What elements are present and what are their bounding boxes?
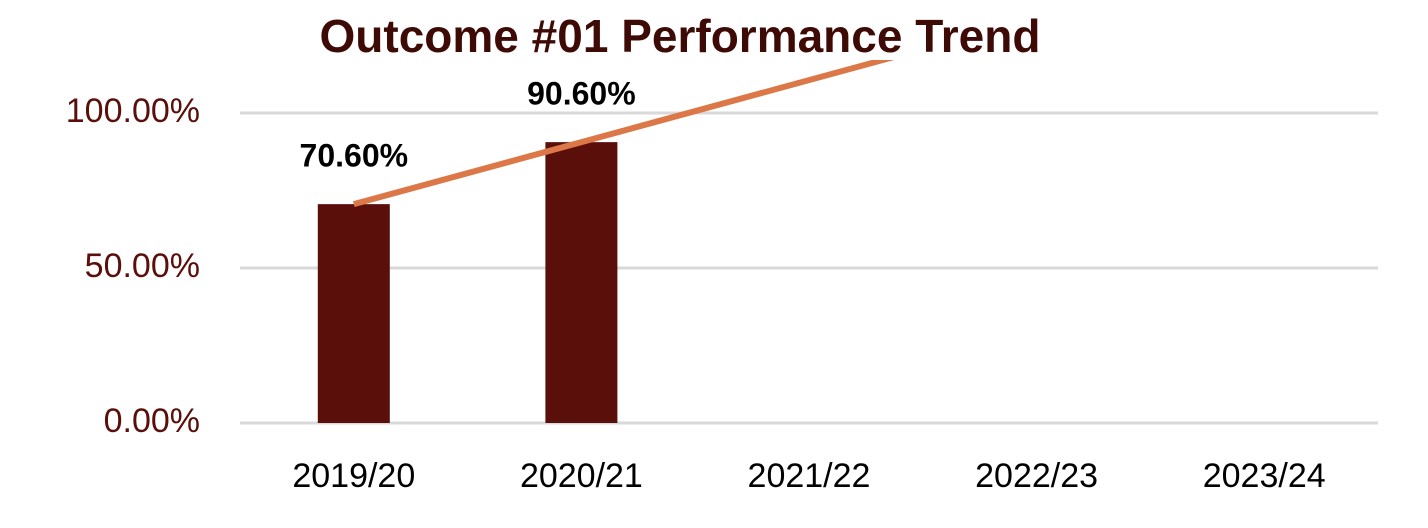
- data-label: 70.60%: [300, 138, 409, 174]
- trendline: [353, 60, 895, 208]
- y-tick-label: 50.00%: [85, 247, 200, 285]
- y-tick-label: 100.00%: [66, 92, 200, 130]
- x-tick-label: 2019/20: [292, 457, 415, 495]
- bar: [545, 142, 618, 423]
- bar: [317, 204, 390, 423]
- x-tick-label: 2023/24: [1203, 457, 1326, 495]
- x-tick-label: 2021/22: [748, 457, 871, 495]
- y-tick-label: 0.00%: [104, 402, 200, 440]
- chart-title: Outcome #01 Performance Trend: [320, 10, 1041, 62]
- data-label: 90.60%: [527, 76, 636, 112]
- x-tick-label: 2022/23: [975, 457, 1098, 495]
- x-tick-label: 2020/21: [520, 457, 643, 495]
